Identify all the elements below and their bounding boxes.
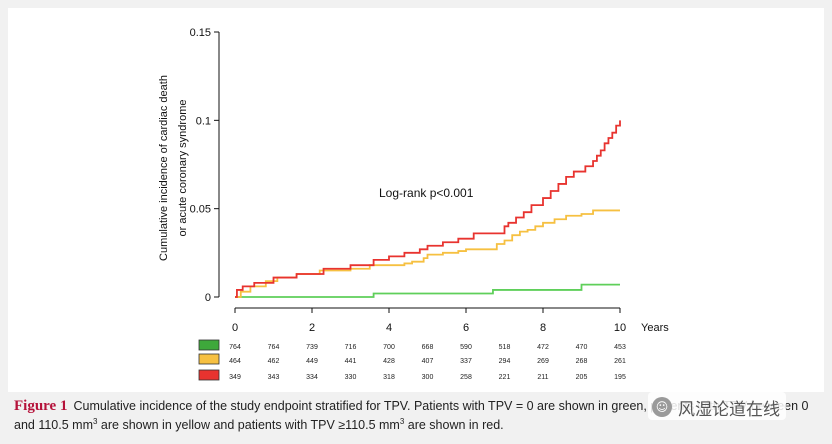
- risk-count: 449: [306, 358, 318, 365]
- risk-count: 318: [383, 374, 395, 381]
- risk-count: 764: [229, 344, 241, 351]
- risk-count: 472: [537, 344, 549, 351]
- watermark: ☺ 风湿论道在线: [648, 392, 786, 420]
- y-tick-label: 0.05: [190, 204, 211, 216]
- x-tick-label: 2: [309, 322, 315, 334]
- risk-count: 269: [537, 358, 549, 365]
- risk-count: 470: [576, 344, 588, 351]
- risk-count: 205: [576, 374, 588, 381]
- x-tick-label: 6: [463, 322, 469, 334]
- risk-count: 294: [499, 358, 511, 365]
- risk-count: 739: [306, 344, 318, 351]
- chart-panel: [8, 8, 824, 392]
- caption-text-2: and 110.5 mm: [14, 418, 93, 432]
- x-axis-label: Years: [641, 322, 669, 334]
- risk-count: 300: [422, 374, 434, 381]
- risk-count: 668: [422, 344, 434, 351]
- risk-count: 221: [499, 374, 511, 381]
- series-line-3: [235, 120, 621, 298]
- watermark-text: 风湿论道在线: [678, 399, 780, 420]
- risk-count: 334: [306, 374, 318, 381]
- y-axis-label-line1: Cumulative incidence of cardiac death: [158, 75, 170, 261]
- risk-count: 700: [383, 344, 395, 351]
- caption-text-1: Cumulative incidence of the study endpoi…: [73, 399, 809, 413]
- caption-sup-2: 3: [399, 416, 405, 426]
- wechat-icon: ☺: [652, 397, 672, 417]
- risk-count: 261: [614, 358, 626, 365]
- risk-row-swatch: [198, 353, 220, 365]
- y-axis-label-line2: or acute coronary syndrome: [177, 100, 189, 237]
- risk-count: 330: [345, 374, 357, 381]
- risk-count: 343: [268, 374, 280, 381]
- y-tick-label: 0.1: [196, 115, 211, 127]
- risk-count: 716: [345, 344, 357, 351]
- x-tick-label: 4: [386, 322, 392, 334]
- caption-sup-1: 3: [92, 416, 98, 426]
- risk-count: 462: [268, 358, 280, 365]
- risk-row-swatch: [198, 369, 220, 381]
- risk-count: 453: [614, 344, 626, 351]
- risk-count: 764: [268, 344, 280, 351]
- series-line-2: [235, 209, 620, 298]
- log-rank-annotation: Log-rank p<0.001: [379, 186, 474, 200]
- risk-count: 268: [576, 358, 588, 365]
- risk-count: 337: [460, 358, 472, 365]
- y-tick-label: 0.15: [190, 27, 211, 39]
- risk-count: 407: [422, 358, 434, 365]
- risk-count: 590: [460, 344, 472, 351]
- risk-row-swatch: [198, 339, 220, 351]
- risk-count: 195: [614, 374, 626, 381]
- risk-count: 258: [460, 374, 472, 381]
- caption-text-4: are shown in red.: [404, 418, 504, 432]
- x-tick-label: 0: [232, 322, 238, 334]
- figure-label: Figure 1: [14, 398, 68, 414]
- series-line-1: [235, 283, 620, 298]
- y-tick-label: 0: [205, 292, 211, 304]
- risk-count: 211: [537, 374, 548, 381]
- risk-count: 428: [383, 358, 395, 365]
- risk-count: 518: [499, 344, 511, 351]
- caption-text-3: are shown in yellow and patients with TP…: [97, 418, 400, 432]
- x-tick-label: 10: [614, 322, 626, 334]
- risk-count: 441: [345, 358, 357, 365]
- x-tick-label: 8: [540, 322, 546, 334]
- risk-count: 464: [229, 358, 241, 365]
- figure-caption: Figure 1 Cumulative incidence of the stud…: [14, 397, 820, 435]
- risk-count: 349: [229, 374, 241, 381]
